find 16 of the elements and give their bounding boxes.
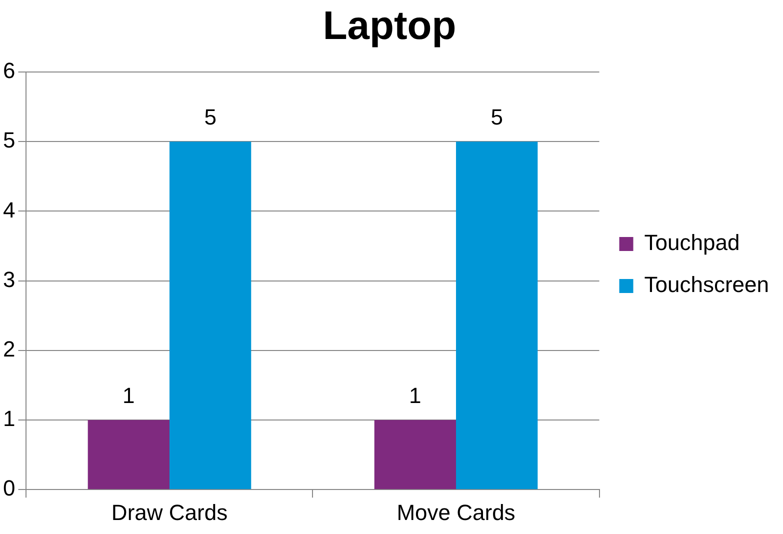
y-tick-label: 3: [2, 266, 16, 292]
data-label: 5: [490, 104, 503, 130]
data-label: 5: [204, 104, 216, 130]
y-tick-label: 4: [2, 197, 16, 222]
y-tick-label: 0: [2, 476, 16, 501]
legend-label: Touchscreen: [644, 272, 770, 298]
x-tick-label: Move Cards: [396, 500, 516, 525]
legend-label: Touchpad: [644, 230, 740, 256]
x-tick-label: Draw Cards: [111, 500, 228, 525]
y-tick-label: 5: [2, 128, 16, 153]
data-label: 1: [409, 383, 422, 408]
data-label: 1: [122, 383, 135, 408]
y-tick-label: 6: [2, 58, 16, 84]
chart-title: Laptop: [322, 4, 456, 48]
y-tick-label: 1: [2, 406, 16, 432]
y-tick-label: 2: [2, 336, 16, 362]
